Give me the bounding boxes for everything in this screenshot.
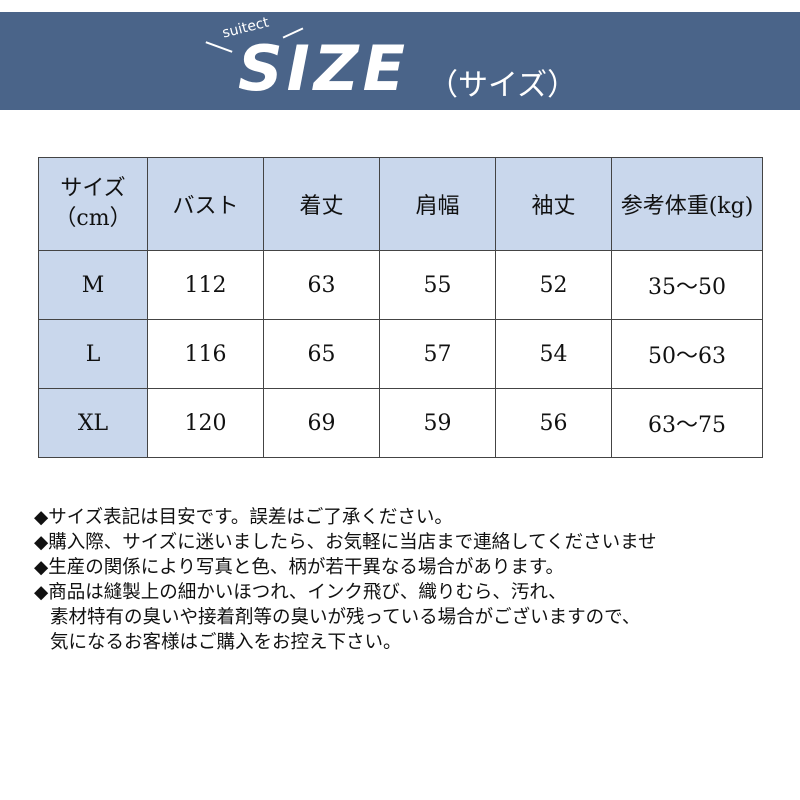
header-sleeve: 袖丈 bbox=[495, 157, 612, 251]
table-row: M 112 63 55 52 35〜50 bbox=[38, 250, 763, 320]
cell: 120 bbox=[147, 388, 264, 458]
cell: 69 bbox=[263, 388, 380, 458]
header-weight: 参考体重(kg) bbox=[611, 157, 763, 251]
size-banner: suitect SIZE （サイズ） bbox=[0, 12, 800, 110]
header-bust: バスト bbox=[147, 157, 264, 251]
cell: 65 bbox=[263, 319, 380, 389]
cell: 112 bbox=[147, 250, 264, 320]
note-line: ◆生産の関係により写真と色、柄が若干異なる場合があります。 bbox=[34, 557, 565, 578]
size-table: サイズ （cm） バスト 着丈 肩幅 袖丈 参考体重(kg) M 112 63 … bbox=[38, 157, 763, 458]
cell: 63〜75 bbox=[611, 388, 763, 458]
note-line: 気になるお客様はご購入をお控え下さい。 bbox=[50, 632, 402, 653]
decor-dash bbox=[205, 41, 233, 53]
table-row: XL 120 69 59 56 63〜75 bbox=[38, 388, 763, 458]
header-row: サイズ （cm） バスト 着丈 肩幅 袖丈 参考体重(kg) bbox=[38, 157, 763, 251]
banner-subtitle: （サイズ） bbox=[428, 68, 578, 103]
table-row: L 116 65 57 54 50〜63 bbox=[38, 319, 763, 389]
note-line: ◆購入際、サイズに迷いましたら、お気軽に当店まで連絡してくださいませ bbox=[34, 532, 657, 553]
cell: 59 bbox=[379, 388, 496, 458]
cell: 35〜50 bbox=[611, 250, 763, 320]
header-length: 着丈 bbox=[263, 157, 380, 251]
note-line: ◆商品は縫製上の細かいほつれ、インク飛び、織りむら、汚れ、 bbox=[34, 582, 567, 603]
note-line: 素材特有の臭いや接着剤等の臭いが残っている場合がございますので、 bbox=[50, 607, 641, 628]
notes: ◆サイズ表記は目安です。誤差はご了承ください。 ◆購入際、サイズに迷いましたら、… bbox=[34, 505, 657, 655]
size-label: XL bbox=[38, 388, 148, 458]
cell: 116 bbox=[147, 319, 264, 389]
header-size: サイズ （cm） bbox=[38, 157, 148, 251]
note-line: ◆サイズ表記は目安です。誤差はご了承ください。 bbox=[34, 507, 453, 528]
cell: 56 bbox=[495, 388, 612, 458]
size-label: M bbox=[38, 250, 148, 320]
cell: 57 bbox=[379, 319, 496, 389]
cell: 63 bbox=[263, 250, 380, 320]
cell: 50〜63 bbox=[611, 319, 763, 389]
cell: 55 bbox=[379, 250, 496, 320]
cell: 52 bbox=[495, 250, 612, 320]
banner-title: SIZE bbox=[238, 32, 410, 105]
cell: 54 bbox=[495, 319, 612, 389]
size-label: L bbox=[38, 319, 148, 389]
header-shoulder: 肩幅 bbox=[379, 157, 496, 251]
